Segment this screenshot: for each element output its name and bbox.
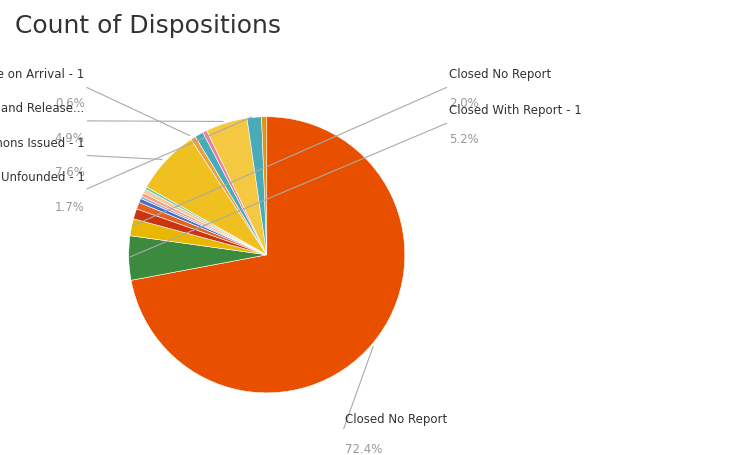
Wedge shape <box>247 117 267 255</box>
Text: 1.7%: 1.7% <box>55 201 84 214</box>
Text: Gone on Arrival - 1: Gone on Arrival - 1 <box>0 68 84 81</box>
Text: 7.6%: 7.6% <box>55 167 84 179</box>
Wedge shape <box>191 136 267 255</box>
Wedge shape <box>133 209 267 255</box>
Wedge shape <box>207 118 267 255</box>
Text: 4.9%: 4.9% <box>55 132 84 145</box>
Text: Summons Issued - 1: Summons Issued - 1 <box>0 137 84 150</box>
Wedge shape <box>143 189 267 255</box>
Wedge shape <box>131 117 405 393</box>
Wedge shape <box>196 132 267 255</box>
Text: Unfounded - 1: Unfounded - 1 <box>1 172 84 184</box>
Wedge shape <box>129 236 267 280</box>
Text: Closed No Report: Closed No Report <box>449 68 551 81</box>
Wedge shape <box>262 117 267 255</box>
Text: 0.6%: 0.6% <box>55 97 84 111</box>
Wedge shape <box>142 193 267 255</box>
Text: Closed With Report - 1: Closed With Report - 1 <box>449 104 582 117</box>
Text: Warned and Release...: Warned and Release... <box>0 102 84 116</box>
Wedge shape <box>147 139 267 255</box>
Text: 72.4%: 72.4% <box>345 443 383 455</box>
Text: 2.0%: 2.0% <box>449 97 479 111</box>
Wedge shape <box>203 131 267 255</box>
Wedge shape <box>136 202 267 255</box>
Text: Count of Dispositions: Count of Dispositions <box>15 14 281 38</box>
Text: 5.2%: 5.2% <box>449 133 479 147</box>
Text: Closed No Report: Closed No Report <box>345 413 448 426</box>
Wedge shape <box>139 198 267 255</box>
Wedge shape <box>130 219 267 255</box>
Wedge shape <box>145 187 267 255</box>
Wedge shape <box>141 196 267 255</box>
